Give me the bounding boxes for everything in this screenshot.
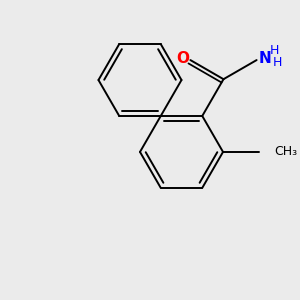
Text: CH₃: CH₃	[274, 146, 298, 158]
Text: O: O	[176, 51, 189, 66]
Text: N: N	[259, 51, 272, 66]
Text: H: H	[269, 44, 279, 57]
Text: H: H	[273, 56, 283, 68]
